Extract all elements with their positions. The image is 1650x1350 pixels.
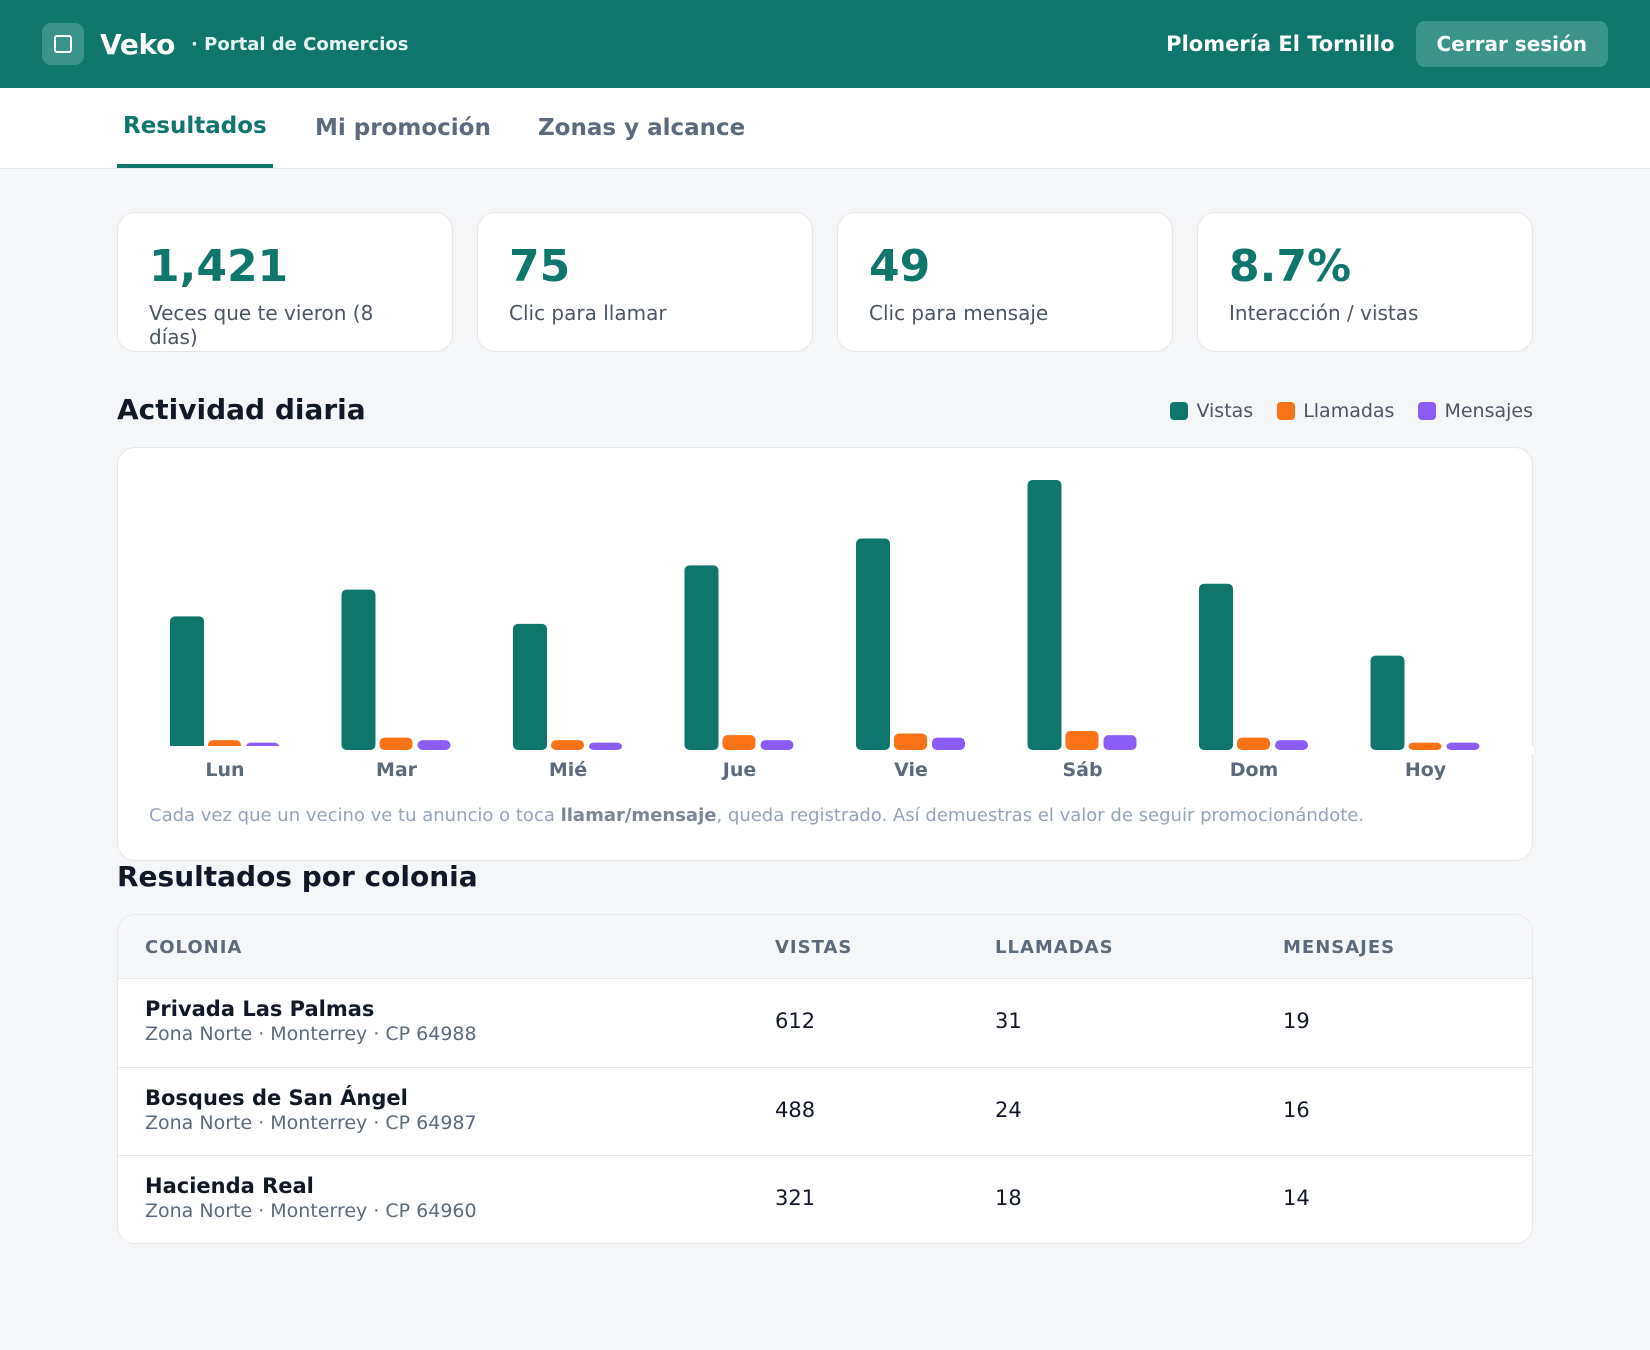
kpi-label: Interacción / vistas <box>1229 301 1419 325</box>
kpi-value: 1,421 <box>149 241 289 292</box>
legend-item-vistas: Vistas <box>1170 400 1253 422</box>
kpi-value: 75 <box>509 241 571 292</box>
colonia-name: Bosques de San Ángel <box>145 1085 408 1110</box>
colonia-location: Zona Norte · Monterrey · CP 64988 <box>145 1023 477 1045</box>
bar-vistas-3 <box>684 565 719 750</box>
x-tick-label: Hoy <box>1405 759 1447 781</box>
table-row: Privada Las Palmas Zona Norte · Monterre… <box>118 979 1532 1068</box>
cell-mensajes: 14 <box>1283 1186 1310 1210</box>
bar-vistas-6 <box>1199 583 1233 750</box>
kpi-label: Veces que te vieron (8 días) <box>149 301 374 349</box>
cell-mensajes: 16 <box>1283 1097 1310 1122</box>
x-tick-label: Dom <box>1230 759 1279 781</box>
colonia-location: Zona Norte · Monterrey · CP 64987 <box>145 1111 477 1134</box>
legend-swatch <box>1418 402 1437 420</box>
kpi-value: 49 <box>869 241 931 292</box>
bar-vistas-2 <box>513 623 547 750</box>
legend-item-llamadas: Llamadas <box>1277 400 1394 422</box>
colonias-title: Resultados por colonia <box>117 860 478 893</box>
legend-swatch <box>1277 402 1296 420</box>
x-tick-label: Jue <box>721 759 756 781</box>
tab-bar: Resultados Mi promoción Zonas y alcance <box>0 88 1650 169</box>
bar-mensajes-7 <box>1446 742 1480 750</box>
cell-llamadas: 24 <box>995 1097 1022 1122</box>
chart-note-bold: llamar/mensaje <box>560 805 717 826</box>
bar-llamadas-7 <box>1408 742 1442 750</box>
cell-mensajes: 19 <box>1283 1009 1310 1033</box>
bar-mensajes-3 <box>760 740 794 750</box>
x-tick-label: Sáb <box>1062 759 1102 781</box>
legend-label: Vistas <box>1196 400 1254 422</box>
shop-name: Plomería El Tornillo <box>1166 32 1395 56</box>
bar-llamadas-5 <box>1065 730 1099 750</box>
bar-llamadas-4 <box>894 733 927 750</box>
bar-vistas-7 <box>1370 655 1405 750</box>
legend-swatch <box>1170 402 1189 420</box>
table-header: COLONIA VISTAS LLAMADAS MENSAJES <box>118 915 1532 979</box>
kpi-card-vistas: 1,421 Veces que te vieron (8 días) <box>117 212 453 352</box>
col-header-vistas: VISTAS <box>775 937 853 958</box>
bar-mensajes-1 <box>417 740 451 750</box>
chart-baseline-mask <box>118 746 1534 754</box>
chart-legend: Vistas Llamadas Mensajes <box>1146 400 1533 422</box>
bar-llamadas-3 <box>722 735 756 750</box>
bar-mensajes-6 <box>1275 740 1308 750</box>
tab-zonas-alcance[interactable]: Zonas y alcance <box>538 115 746 141</box>
cell-llamadas: 31 <box>995 1009 1022 1033</box>
x-tick-label: Mar <box>376 759 418 781</box>
bar-vistas-4 <box>856 538 890 750</box>
cell-vistas: 488 <box>775 1097 816 1122</box>
activity-bar-chart: Lun Mar Mié Jue Vie Sáb Dom Hoy <box>118 480 1534 781</box>
bar-llamadas-1 <box>379 737 413 750</box>
tab-mi-promocion[interactable]: Mi promoción <box>315 115 491 141</box>
x-tick-label: Vie <box>894 759 928 781</box>
colonia-location: Zona Norte · Monterrey · CP 64960 <box>145 1200 477 1222</box>
legend-label: Mensajes <box>1444 400 1533 422</box>
x-tick-label: Lun <box>205 759 244 781</box>
bar-vistas-1 <box>341 589 376 750</box>
portal-subtitle: · Portal de Comercios <box>191 33 409 55</box>
x-tick-label: Mié <box>549 759 587 781</box>
col-header-colonia: COLONIA <box>145 937 243 958</box>
bar-mensajes-2 <box>589 742 622 750</box>
cell-vistas: 321 <box>775 1186 816 1210</box>
kpi-label: Clic para mensaje <box>869 301 1049 325</box>
legend-label: Llamadas <box>1303 400 1395 422</box>
kpi-label: Clic para llamar <box>509 301 667 325</box>
logo-icon <box>42 23 84 65</box>
table-row: Bosques de San Ángel Zona Norte · Monter… <box>118 1067 1532 1156</box>
top-bar: Veko · Portal de Comercios Plomería El T… <box>0 0 1650 88</box>
cell-llamadas: 18 <box>995 1186 1022 1210</box>
colonias-table: COLONIA VISTAS LLAMADAS MENSAJES Privada… <box>117 914 1533 1244</box>
kpi-card-mensajes: 49 Clic para mensaje <box>837 212 1173 352</box>
col-header-llamadas: LLAMADAS <box>995 937 1114 958</box>
col-header-mensajes: MENSAJES <box>1283 937 1396 958</box>
colonia-name: Privada Las Palmas <box>145 997 375 1021</box>
colonia-name: Hacienda Real <box>145 1174 314 1198</box>
kpi-value: 8.7% <box>1229 241 1352 292</box>
bar-vistas-0 <box>170 616 204 750</box>
bar-llamadas-2 <box>551 740 584 750</box>
chart-note: Cada vez que un vecino ve tu anuncio o t… <box>149 805 1365 826</box>
bar-mensajes-4 <box>932 737 965 750</box>
cell-vistas: 612 <box>775 1009 816 1033</box>
logout-button[interactable]: Cerrar sesión <box>1415 21 1608 67</box>
activity-title: Actividad diaria <box>117 393 366 426</box>
bar-llamadas-6 <box>1237 737 1270 750</box>
bar-mensajes-5 <box>1103 735 1137 750</box>
brand-name: Veko <box>100 27 176 61</box>
bar-vistas-5 <box>1027 480 1062 750</box>
kpi-card-interaccion: 8.7% Interacción / vistas <box>1197 212 1533 352</box>
activity-chart-card: Lun Mar Mié Jue Vie Sáb Dom Hoy Cada vez que un… <box>117 447 1534 861</box>
table-row: Hacienda Real Zona Norte · Monterrey · C… <box>118 1156 1532 1243</box>
kpi-card-llamadas: 75 Clic para llamar <box>477 212 813 352</box>
legend-item-mensajes: Mensajes <box>1418 400 1533 422</box>
tab-resultados[interactable]: Resultados <box>117 88 273 168</box>
